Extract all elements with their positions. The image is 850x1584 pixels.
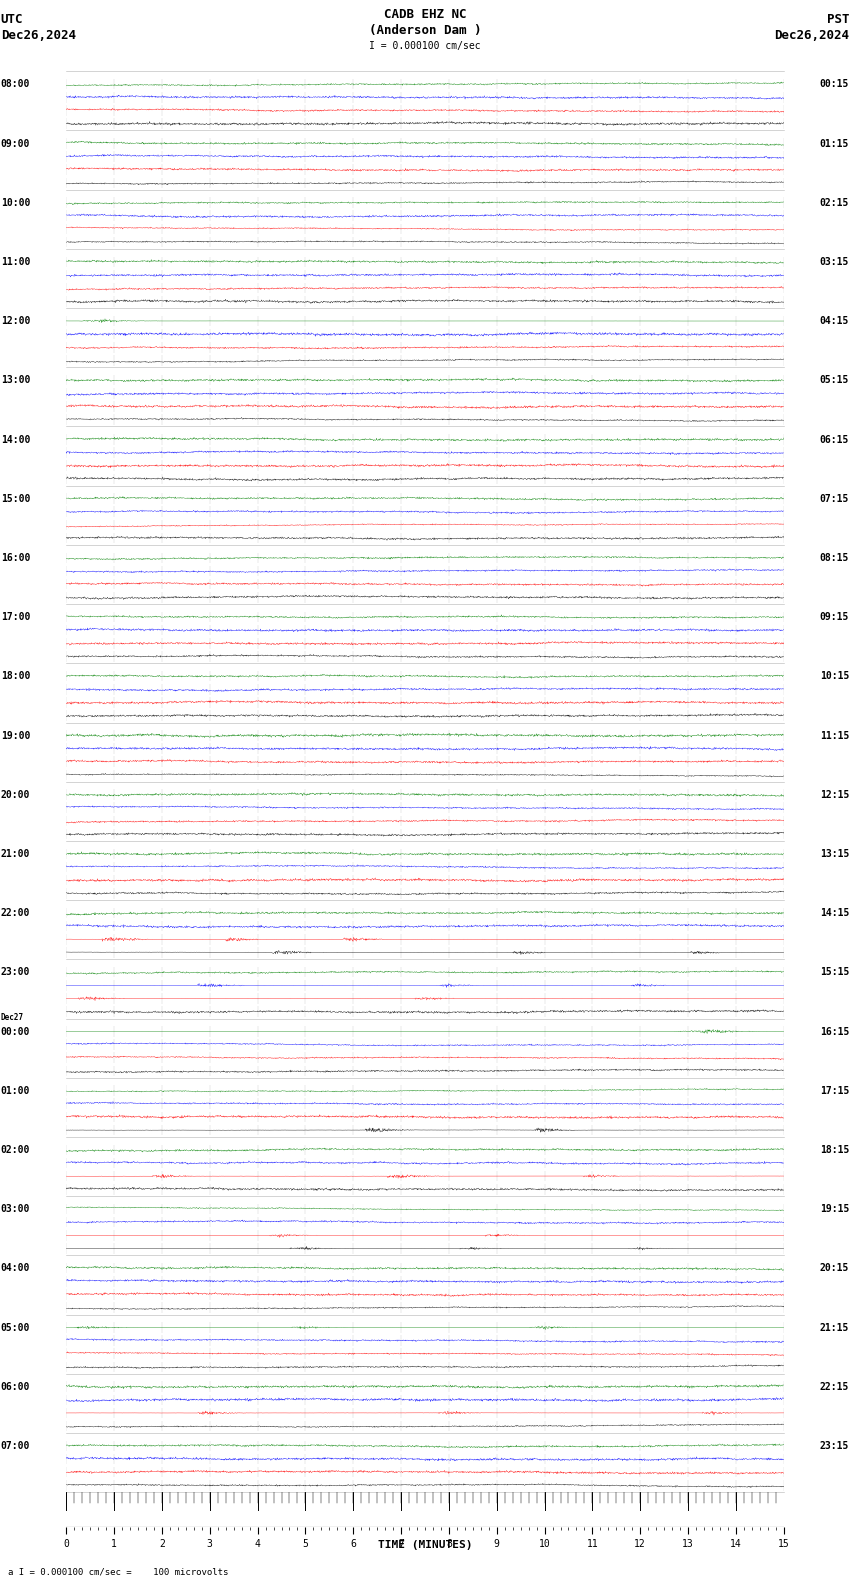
Text: 22:15: 22:15 (819, 1381, 849, 1392)
Text: 12:00: 12:00 (1, 317, 31, 326)
Text: 17:15: 17:15 (819, 1087, 849, 1096)
Text: 18:00: 18:00 (1, 672, 31, 681)
Text: 14:15: 14:15 (819, 908, 849, 919)
Text: 02:00: 02:00 (1, 1145, 31, 1155)
Text: 00:15: 00:15 (819, 79, 849, 89)
Text: 12:15: 12:15 (819, 790, 849, 800)
Text: 14:00: 14:00 (1, 434, 31, 445)
Text: (Anderson Dam ): (Anderson Dam ) (369, 24, 481, 36)
Text: 01:15: 01:15 (819, 139, 849, 149)
Text: 05:00: 05:00 (1, 1323, 31, 1332)
Text: 03:15: 03:15 (819, 257, 849, 268)
Text: I = 0.000100 cm/sec: I = 0.000100 cm/sec (369, 41, 481, 51)
Text: TIME (MINUTES): TIME (MINUTES) (377, 1540, 473, 1549)
Text: Dec27: Dec27 (1, 1014, 24, 1022)
Text: 06:15: 06:15 (819, 434, 849, 445)
Text: 09:00: 09:00 (1, 139, 31, 149)
Text: 13:00: 13:00 (1, 375, 31, 385)
Text: 10:15: 10:15 (819, 672, 849, 681)
Text: 20:15: 20:15 (819, 1264, 849, 1274)
Text: 20:00: 20:00 (1, 790, 31, 800)
Text: 04:00: 04:00 (1, 1264, 31, 1274)
Text: 19:00: 19:00 (1, 730, 31, 741)
Text: 23:00: 23:00 (1, 968, 31, 977)
Text: 16:15: 16:15 (819, 1026, 849, 1036)
Text: 21:00: 21:00 (1, 849, 31, 859)
Text: a I = 0.000100 cm/sec =    100 microvolts: a I = 0.000100 cm/sec = 100 microvolts (8, 1567, 229, 1576)
Text: 22:00: 22:00 (1, 908, 31, 919)
Text: 10:00: 10:00 (1, 198, 31, 208)
Text: 03:00: 03:00 (1, 1204, 31, 1215)
Text: Dec26,2024: Dec26,2024 (1, 29, 76, 41)
Text: 05:15: 05:15 (819, 375, 849, 385)
Text: 07:15: 07:15 (819, 494, 849, 504)
Text: 16:00: 16:00 (1, 553, 31, 562)
Text: PST: PST (827, 13, 849, 25)
Text: 02:15: 02:15 (819, 198, 849, 208)
Text: 13:15: 13:15 (819, 849, 849, 859)
Text: 08:15: 08:15 (819, 553, 849, 562)
Text: 21:15: 21:15 (819, 1323, 849, 1332)
Text: CADB EHZ NC: CADB EHZ NC (383, 8, 467, 21)
Text: 06:00: 06:00 (1, 1381, 31, 1392)
Text: Dec26,2024: Dec26,2024 (774, 29, 849, 41)
Text: 00:00: 00:00 (1, 1026, 31, 1036)
Text: 15:00: 15:00 (1, 494, 31, 504)
Text: 11:15: 11:15 (819, 730, 849, 741)
Text: 15:15: 15:15 (819, 968, 849, 977)
Text: 09:15: 09:15 (819, 613, 849, 623)
Text: 01:00: 01:00 (1, 1087, 31, 1096)
Text: 11:00: 11:00 (1, 257, 31, 268)
Text: 18:15: 18:15 (819, 1145, 849, 1155)
Text: 23:15: 23:15 (819, 1441, 849, 1451)
Text: UTC: UTC (1, 13, 23, 25)
Text: 08:00: 08:00 (1, 79, 31, 89)
Text: 17:00: 17:00 (1, 613, 31, 623)
Text: 19:15: 19:15 (819, 1204, 849, 1215)
Text: 04:15: 04:15 (819, 317, 849, 326)
Text: 07:00: 07:00 (1, 1441, 31, 1451)
